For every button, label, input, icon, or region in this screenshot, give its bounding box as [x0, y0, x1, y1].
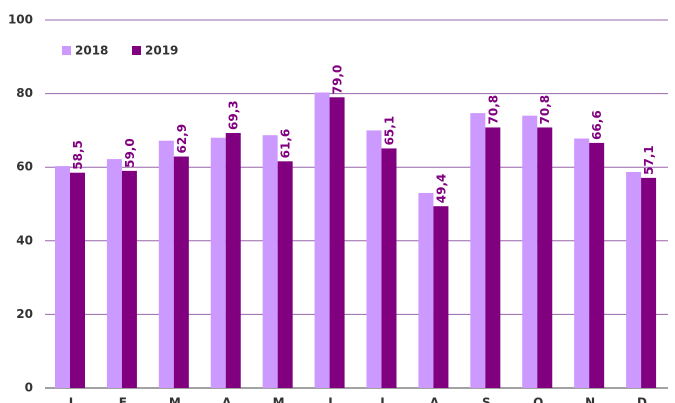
bar [470, 113, 486, 388]
bar [418, 192, 434, 388]
y-tick-label: 100 [8, 13, 33, 27]
bar [70, 172, 85, 388]
x-tick-label: M [169, 396, 181, 403]
bar [106, 159, 122, 388]
bar [121, 170, 137, 388]
x-tick-label: S [482, 396, 491, 403]
x-tick-label: O [533, 396, 543, 403]
data-label: 70,8 [538, 95, 552, 125]
bar [225, 132, 241, 388]
x-tick-label: A [222, 396, 232, 403]
data-label: 65,1 [383, 116, 397, 146]
y-tick-label: 40 [16, 233, 33, 247]
bar [262, 135, 278, 388]
data-label: 58,5 [71, 140, 85, 170]
legend-label: 2018 [75, 44, 108, 58]
bar [522, 115, 538, 389]
y-tick-label: 80 [16, 86, 33, 100]
data-label: 57,1 [642, 145, 656, 175]
bar [314, 92, 330, 388]
bar [173, 156, 189, 388]
x-tick-label: J [379, 396, 384, 403]
bar [537, 127, 553, 389]
data-label: 66,6 [590, 110, 604, 140]
bar [485, 127, 501, 389]
bar [210, 137, 226, 388]
bar [641, 177, 657, 388]
data-label: 62,9 [175, 124, 189, 154]
y-tick-label: 20 [16, 307, 33, 321]
bar [55, 166, 70, 388]
bar [626, 171, 642, 388]
bar [574, 138, 590, 388]
bar [329, 97, 345, 388]
x-tick-label: J [327, 396, 332, 403]
y-tick-label: 60 [16, 160, 33, 174]
x-tick-label: F [119, 396, 127, 403]
legend-label: 2019 [145, 44, 178, 58]
bar [366, 130, 382, 388]
bar [433, 206, 449, 388]
data-label: 49,4 [434, 174, 448, 204]
data-label: 79,0 [331, 65, 345, 95]
legend-swatch [132, 46, 141, 55]
x-tick-label: N [585, 396, 595, 403]
x-tick-label: A [430, 396, 440, 403]
data-label: 69,3 [227, 100, 241, 130]
legend-swatch [62, 46, 71, 55]
data-label: 59,0 [123, 138, 137, 168]
data-label: 61,6 [279, 129, 293, 159]
x-tick-label: D [637, 396, 647, 403]
bar [589, 142, 605, 388]
bar [158, 140, 174, 388]
x-tick-label: J [68, 396, 73, 403]
y-tick-label: 0 [25, 381, 33, 395]
x-tick-label: M [273, 396, 285, 403]
bar [381, 148, 397, 388]
data-label: 70,8 [486, 95, 500, 125]
bar [277, 161, 293, 388]
